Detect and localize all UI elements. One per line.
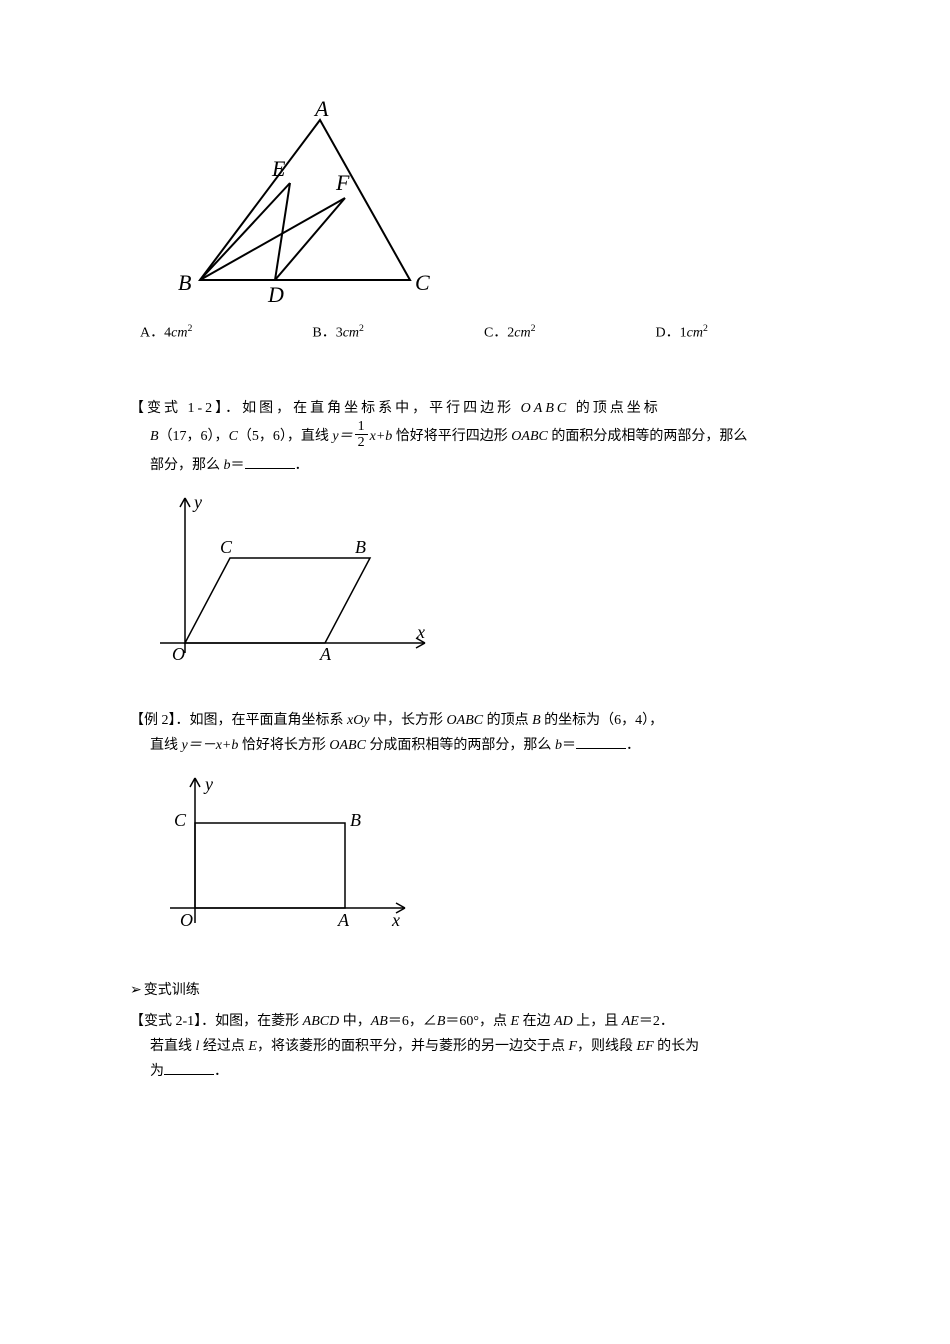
problem-example-2: 【例 2】．如图，在平面直角坐标系 xOy 中，长方形 OABC 的顶点 B 的… [130,708,820,938]
problem-1-2-label: 【变式 1-2】 [130,401,225,416]
fig2-label-x: x [416,622,425,642]
choice-b: B．3cm2 [312,320,364,346]
fig3-label-x: x [391,910,400,930]
fig3-label-c: C [174,810,187,830]
blank-ex2 [576,734,626,749]
fig2-label-a: A [319,644,332,664]
fig1-label-a: A [313,100,329,121]
choice-a: A．4cm2 [140,320,192,346]
fig3-label-a: A [337,910,350,930]
fig3-label-b: B [350,810,361,830]
blank-1-2 [245,454,295,469]
fig2-label-b: B [355,537,366,557]
problem-1-2: 【变式 1-2】．如图，在直角坐标系中，平行四边形 OABC 的顶点坐标 B（1… [130,396,820,668]
figure-2-parallelogram: O A B C x y [150,488,820,668]
figure-1-triangle: A B C D E F [170,100,820,310]
problem-2-1: 【变式 2-1】．如图，在菱形 ABCD 中，AB＝6，∠B＝60°，点 E 在… [130,1009,820,1085]
fig3-label-y: y [203,774,213,794]
blank-2-1 [164,1060,214,1075]
choice-c: C．2cm2 [484,320,536,346]
fig1-label-d: D [267,282,284,307]
fig1-label-c: C [415,270,430,295]
problem-2-1-label: 【变式 2-1】 [130,1014,201,1029]
fig1-label-e: E [271,156,286,181]
fig1-label-b: B [178,270,191,295]
example-2-label: 【例 2】 [130,713,176,728]
choices-row: A．4cm2 B．3cm2 C．2cm2 D．1cm2 [140,320,820,346]
choice-d: D．1cm2 [656,320,708,346]
fig2-label-o: O [172,644,185,664]
fig2-label-y: y [192,492,202,512]
fig1-label-f: F [335,170,350,195]
figure-3-rectangle: O A B C x y [160,768,820,938]
fig2-label-c: C [220,537,233,557]
fig3-label-o: O [180,910,193,930]
variation-training-header: 变式训练 [130,978,820,1003]
